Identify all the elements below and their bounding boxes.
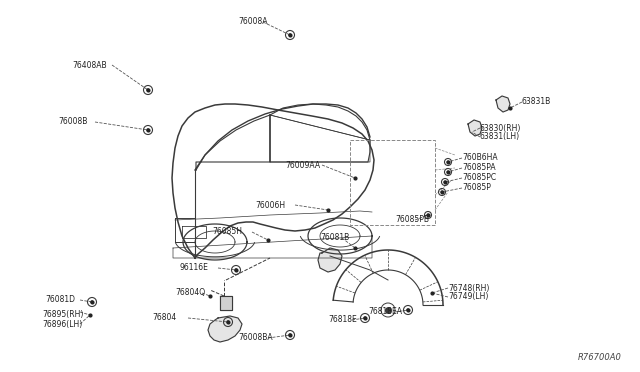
Text: 76895(RH): 76895(RH) <box>42 311 83 320</box>
Text: 76804: 76804 <box>152 314 176 323</box>
Text: 76009AA: 76009AA <box>285 160 320 170</box>
Circle shape <box>90 300 94 304</box>
Circle shape <box>234 268 238 272</box>
Circle shape <box>447 160 449 164</box>
Circle shape <box>426 214 429 217</box>
Circle shape <box>226 320 230 324</box>
Circle shape <box>146 128 150 132</box>
Text: 76081D: 76081D <box>45 295 75 305</box>
Text: 76081B: 76081B <box>320 234 349 243</box>
Text: 76818EA: 76818EA <box>368 308 402 317</box>
Text: 76804Q: 76804Q <box>175 289 205 298</box>
Text: 63831(LH): 63831(LH) <box>480 132 520 141</box>
Text: 76008B: 76008B <box>58 118 88 126</box>
Text: 63831B: 63831B <box>522 97 551 106</box>
Circle shape <box>440 190 444 193</box>
Text: 76748(RH): 76748(RH) <box>448 283 490 292</box>
Polygon shape <box>468 120 482 136</box>
Circle shape <box>288 33 292 37</box>
Text: 76085PB: 76085PB <box>395 215 429 224</box>
Circle shape <box>288 333 292 337</box>
Circle shape <box>364 316 367 320</box>
Text: 76085P: 76085P <box>462 183 491 192</box>
Circle shape <box>406 308 410 312</box>
Text: 760B6HA: 760B6HA <box>462 154 498 163</box>
Bar <box>350 140 435 225</box>
Text: 76085PA: 76085PA <box>462 164 495 173</box>
Text: 76008A: 76008A <box>238 17 268 26</box>
Text: 63830(RH): 63830(RH) <box>480 124 522 132</box>
Polygon shape <box>208 316 242 342</box>
Polygon shape <box>220 296 232 310</box>
Text: 76006H: 76006H <box>255 201 285 209</box>
Text: 96116E: 96116E <box>180 263 209 273</box>
Polygon shape <box>318 248 342 272</box>
Text: 76896(LH): 76896(LH) <box>42 320 83 328</box>
Text: 76085PC: 76085PC <box>462 173 496 183</box>
Circle shape <box>146 88 150 92</box>
Text: 76408AB: 76408AB <box>72 61 107 70</box>
Text: 76085H: 76085H <box>212 228 242 237</box>
Circle shape <box>447 170 449 174</box>
Text: 76008BA: 76008BA <box>238 334 273 343</box>
Text: R76700A0: R76700A0 <box>578 353 622 362</box>
Polygon shape <box>496 96 510 112</box>
Text: 76749(LH): 76749(LH) <box>448 292 488 301</box>
Circle shape <box>444 180 447 183</box>
Text: 76818E: 76818E <box>328 315 356 324</box>
